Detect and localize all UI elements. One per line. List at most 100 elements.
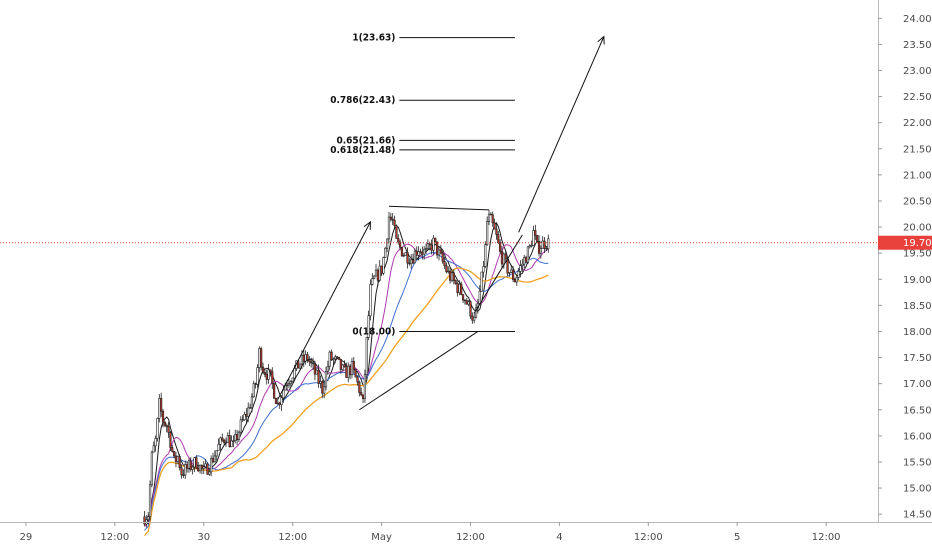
candle-body: [189, 460, 192, 470]
candle-body: [274, 397, 278, 405]
candle-body: [465, 300, 468, 305]
candle-body: [443, 261, 446, 266]
y-tick-label: 20.50: [903, 196, 932, 207]
trend-line: [473, 234, 523, 314]
candle-body: [539, 248, 542, 254]
candle-body: [363, 374, 367, 399]
candle-body: [150, 451, 153, 486]
candle-body: [252, 383, 255, 398]
candle-body: [387, 216, 391, 240]
x-tick-label: 30: [197, 532, 210, 543]
candle-body: [221, 437, 224, 441]
candle-body: [545, 248, 548, 250]
drawings: 1(23.63) 0.786(22.43) 0.65(21.66)0.618(21.…: [0, 33, 878, 411]
candle-body: [156, 418, 159, 439]
candle-body: [208, 471, 211, 475]
candle-body: [154, 438, 157, 447]
y-tick-label: 21.00: [903, 170, 932, 181]
arrow-line: [277, 221, 371, 400]
candle-body: [178, 456, 181, 469]
candle-body: [336, 356, 339, 358]
candle-body: [158, 398, 161, 419]
candle-body: [521, 263, 524, 267]
candle-body: [334, 356, 337, 360]
candle-body: [328, 351, 331, 367]
candle-body: [324, 370, 328, 388]
candle-body: [406, 252, 409, 264]
candle-body: [185, 464, 189, 469]
arrow-head: [597, 35, 605, 45]
candle-body: [361, 394, 365, 399]
candle-body: [526, 246, 530, 263]
candle-body: [319, 381, 322, 384]
candle-body: [347, 365, 350, 378]
candle-body: [460, 283, 463, 295]
candle-body: [254, 383, 257, 385]
candle-body: [434, 237, 437, 243]
candle-body: [330, 351, 333, 361]
y-tick-label: 22.50: [903, 92, 932, 103]
candle-body: [495, 228, 498, 235]
candle-body: [337, 356, 341, 360]
candle-body: [430, 244, 433, 251]
candle-body: [482, 266, 485, 273]
candle-body: [243, 414, 246, 421]
candle-body: [161, 410, 165, 423]
candle-body: [282, 389, 285, 399]
candle-body: [226, 435, 229, 443]
candle-body: [511, 269, 515, 280]
candle-body: [280, 397, 283, 405]
candle-body: [311, 362, 315, 365]
candle-body: [463, 299, 467, 302]
candle-body: [508, 272, 511, 274]
candle-body: [449, 270, 452, 281]
candle-body: [265, 374, 268, 380]
candle-body: [160, 398, 163, 412]
candle-body: [426, 243, 429, 249]
y-tick-label: 18.50: [903, 301, 932, 312]
candle-body: [276, 402, 279, 405]
candle-body: [302, 354, 305, 362]
candle-body: [374, 269, 378, 277]
candle-body: [267, 369, 270, 380]
candle-body: [187, 460, 191, 469]
candle-body: [415, 250, 418, 256]
x-tick-label: 12:00: [634, 532, 663, 543]
candle-body: [306, 354, 309, 361]
candle-body: [213, 455, 216, 463]
candle-body: [289, 381, 292, 384]
candle-body: [173, 451, 176, 457]
candle-body: [502, 253, 505, 265]
candle-body: [176, 456, 179, 462]
candle-body: [491, 214, 494, 224]
current-price-tag: [878, 235, 932, 250]
candle-body: [152, 445, 155, 453]
candle-body: [148, 484, 152, 517]
candle-body: [345, 366, 348, 378]
candle-body: [219, 437, 222, 445]
candle-body: [478, 290, 481, 304]
candle-body: [348, 365, 352, 376]
y-tick-label: 15.00: [903, 484, 932, 495]
y-tick-label: 15.50: [903, 457, 932, 468]
x-tick-label: 12:00: [100, 532, 129, 543]
candle-body: [217, 444, 220, 451]
candle-body: [487, 213, 491, 222]
candle-body: [197, 467, 200, 472]
candle-body: [480, 271, 483, 292]
candle-body: [256, 367, 259, 385]
candle-body: [313, 363, 316, 375]
candle-body: [250, 396, 254, 408]
candle-body: [235, 434, 239, 440]
candle-body: [410, 259, 413, 265]
candle-body: [454, 280, 457, 284]
candle-body: [350, 361, 354, 376]
candle-body: [210, 458, 213, 473]
candle-body: [523, 257, 526, 265]
y-tick-label: 23.00: [903, 66, 932, 77]
candle-body: [223, 439, 226, 443]
candle-body: [273, 383, 276, 399]
candle-body: [474, 307, 478, 318]
current-price-label: 19.70: [903, 238, 932, 249]
